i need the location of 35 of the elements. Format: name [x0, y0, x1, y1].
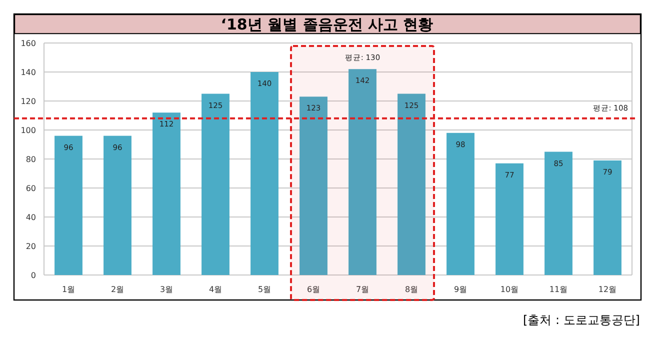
x-tick-label: 5월 [258, 285, 272, 294]
y-tick-label: 0 [30, 271, 36, 280]
bar [544, 152, 572, 275]
y-tick-label: 100 [20, 126, 36, 135]
bar [104, 136, 132, 275]
x-tick-label: 9월 [454, 285, 468, 294]
y-tick-label: 60 [26, 184, 36, 193]
bar [446, 132, 474, 275]
x-tick-label: 11월 [549, 285, 568, 294]
bar [594, 160, 622, 275]
bar [496, 163, 524, 275]
x-tick-label: 4월 [208, 285, 222, 294]
x-tick-label: 10월 [500, 285, 519, 294]
x-tick-label: 12월 [598, 285, 617, 294]
y-tick-label: 160 [20, 39, 36, 48]
x-tick-label: 3월 [160, 285, 174, 294]
bar [348, 69, 376, 275]
y-tick-label: 80 [26, 155, 36, 164]
y-tick-label: 20 [26, 242, 36, 251]
y-tick-label: 140 [20, 68, 36, 77]
bar [300, 96, 328, 275]
text: [출처 : 도로교통공단] [522, 313, 640, 327]
y-tick-label: 40 [26, 213, 36, 222]
y-tick-label: 120 [20, 97, 36, 106]
bar [54, 136, 82, 275]
x-tick-label: 1월 [62, 285, 76, 294]
x-tick-label: 8월 [404, 285, 418, 294]
x-tick-label: 2월 [110, 285, 124, 294]
x-tick-label: 7월 [356, 285, 370, 294]
bar [152, 112, 180, 275]
chart-title: ‘18년 월별 졸음운전 사고 현황 [220, 16, 434, 34]
bar [250, 72, 278, 275]
x-tick-label: 6월 [306, 285, 320, 294]
bar [202, 94, 230, 275]
bar [398, 94, 426, 275]
